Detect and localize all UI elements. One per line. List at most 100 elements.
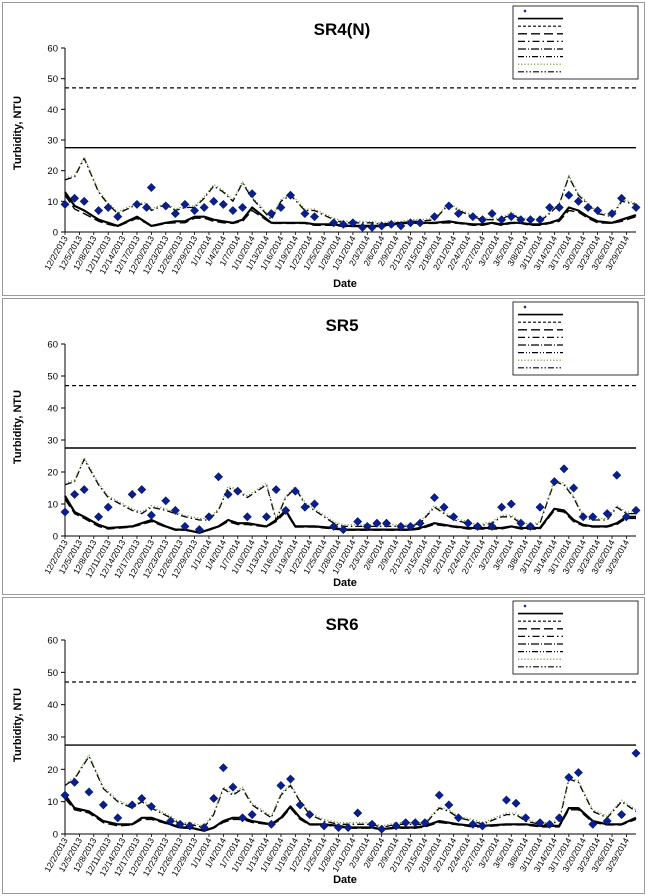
data-marker <box>621 512 631 522</box>
data-marker <box>617 810 627 820</box>
y-tick-label: 10 <box>47 197 58 208</box>
data-marker <box>401 818 411 828</box>
data-marker <box>444 201 454 211</box>
data-marker <box>137 485 147 495</box>
y-tick-label: 0 <box>53 228 58 239</box>
data-marker <box>564 190 574 200</box>
y-axis-label: Turbidity, NTU <box>12 390 24 464</box>
y-tick-label: 60 <box>47 44 58 55</box>
y-axis-label: Turbidity, NTU <box>12 96 24 170</box>
data-marker <box>70 193 80 203</box>
data-marker <box>602 509 612 519</box>
chart-title: SR6 <box>325 615 358 634</box>
data-marker <box>516 215 526 225</box>
data-marker <box>70 777 80 787</box>
data-marker <box>329 218 339 228</box>
data-marker <box>142 202 152 213</box>
data-marker <box>497 215 507 225</box>
y-tick-label: 0 <box>53 532 58 543</box>
data-marker <box>511 798 521 808</box>
data-marker <box>372 518 382 528</box>
data-marker <box>487 521 497 531</box>
data-marker <box>79 196 89 206</box>
data-marker <box>578 512 588 522</box>
y-tick-label: 30 <box>47 733 58 744</box>
data-marker <box>218 199 228 209</box>
data-marker <box>506 499 516 509</box>
data-marker <box>357 222 368 232</box>
data-marker <box>545 819 555 829</box>
data-marker <box>396 221 406 231</box>
legend <box>512 5 639 80</box>
data-marker <box>233 486 243 496</box>
legend-box <box>512 301 639 376</box>
data-marker <box>247 189 257 199</box>
chart-panel-sr6: 0 10 20 30 40 50 60 12/2/2013 12/5/2013 12/8/2013… <box>2 597 645 894</box>
data-marker <box>405 521 416 531</box>
series-line <box>64 754 637 827</box>
chart-panel-sr5: 0 10 20 30 40 50 60 12/2/2013 12/5/2013 12/8/2013… <box>2 298 645 595</box>
y-tick-label: 40 <box>47 105 58 116</box>
data-marker <box>166 816 176 826</box>
data-marker <box>497 502 507 512</box>
data-marker <box>333 822 344 833</box>
data-marker <box>305 810 315 820</box>
legend-marker <box>523 9 527 13</box>
data-marker <box>612 470 622 480</box>
data-marker <box>180 199 190 209</box>
data-marker <box>602 816 612 826</box>
data-marker <box>487 209 497 219</box>
data-marker <box>559 464 569 474</box>
data-marker <box>554 202 564 213</box>
data-marker <box>266 209 276 219</box>
data-marker <box>525 215 535 225</box>
y-tick-label: 50 <box>47 74 58 85</box>
data-marker <box>338 219 348 229</box>
data-marker <box>170 505 180 515</box>
data-marker <box>213 472 224 482</box>
data-marker <box>410 818 420 828</box>
data-marker <box>295 800 305 810</box>
y-tick-label: 10 <box>47 797 58 808</box>
data-marker <box>516 518 526 528</box>
data-marker <box>569 483 579 493</box>
data-marker <box>266 819 276 829</box>
x-axis-label: Date <box>333 577 357 589</box>
chart-panel-sr4n: 0 10 20 30 40 50 60 12/2/2013 12/5/2013 12/8/2013… <box>2 2 645 296</box>
data-marker <box>463 518 473 528</box>
data-marker <box>161 201 171 211</box>
data-marker <box>367 222 377 232</box>
data-marker <box>290 486 300 496</box>
data-marker <box>79 485 89 495</box>
data-marker <box>381 518 392 528</box>
x-axis-label: Date <box>333 278 357 290</box>
data-marker <box>477 215 488 225</box>
data-marker <box>386 219 396 229</box>
data-marker <box>70 489 80 499</box>
data-marker <box>209 793 219 803</box>
data-marker <box>420 818 430 828</box>
legend <box>512 301 639 376</box>
data-marker <box>276 202 286 213</box>
data-marker <box>276 780 286 791</box>
data-marker <box>98 800 108 810</box>
data-marker <box>377 221 387 231</box>
data-marker <box>501 795 511 805</box>
chart-svg: 010203040506012/2/201312/5/201312/8/2013… <box>12 600 641 886</box>
data-marker <box>593 205 603 216</box>
x-axis-label: Date <box>333 874 357 886</box>
chart-svg: 010203040506012/2/201312/5/201312/8/2013… <box>12 301 641 589</box>
y-tick-label: 60 <box>47 340 58 351</box>
data-marker <box>185 821 195 831</box>
data-marker <box>415 218 425 228</box>
data-marker <box>175 819 185 829</box>
data-marker <box>377 824 387 834</box>
data-marker <box>444 800 454 810</box>
data-marker <box>127 489 137 499</box>
y-axis-label: Turbidity, NTU <box>12 688 24 762</box>
data-marker <box>429 493 440 503</box>
data-marker <box>535 818 545 828</box>
y-tick-label: 30 <box>47 136 58 147</box>
data-marker <box>583 202 593 213</box>
data-marker <box>434 790 444 800</box>
